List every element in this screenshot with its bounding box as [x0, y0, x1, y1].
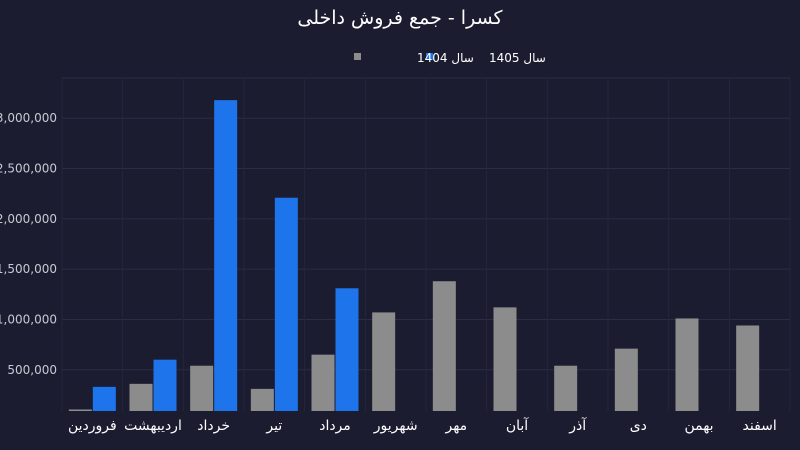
bar-1404 [554, 365, 578, 411]
x-tick-label: بهمن [684, 418, 713, 434]
bar-1404 [614, 348, 638, 411]
x-tick-label: دی [630, 418, 647, 434]
x-tick-label: مهر [444, 418, 467, 434]
legend-swatch [354, 53, 361, 60]
y-tick-label: 1,000,000 [0, 312, 57, 326]
y-tick-label: 2,000,000 [0, 212, 57, 226]
x-tick-label: خرداد [197, 418, 230, 434]
bar-1404 [372, 312, 396, 411]
x-tick-label: شهریور [373, 418, 418, 434]
bar-1404 [675, 318, 699, 411]
x-tick-label: آبان [506, 417, 529, 434]
bar-1404 [68, 409, 92, 411]
y-axis: 500,000 1,000,000 1,500,000 2,000,000 2,500,… [0, 111, 57, 377]
bar-1404 [432, 281, 456, 411]
bar-1404 [129, 383, 153, 411]
x-tick-label: تیر [265, 418, 282, 434]
legend-label: سال 1404 [417, 51, 474, 65]
grid-lines [61, 77, 791, 411]
bar-1404 [493, 307, 517, 411]
legend: سال 1405 سال 1404 [354, 51, 546, 65]
y-tick-label: 500,000 [7, 363, 57, 377]
y-tick-label: 2,500,000 [0, 162, 57, 176]
bar-1404 [736, 325, 760, 411]
legend-label: سال 1405 [489, 51, 546, 65]
y-tick-label: 3,000,000 [0, 111, 57, 125]
chart-title: کسرا - جمع فروش داخلی [297, 7, 503, 29]
y-tick-label: 1,500,000 [0, 262, 57, 276]
x-tick-label: مرداد [319, 418, 351, 434]
x-tick-label: آذر [568, 417, 587, 434]
x-axis: فروردین اردیبهشت خرداد تیر مرداد شهریور مهر آبا… [68, 417, 777, 434]
bar-1405 [92, 386, 116, 411]
x-tick-label: فروردین [68, 418, 117, 434]
bar-1405 [335, 288, 359, 411]
bar-1405 [274, 197, 298, 411]
bar-1404 [311, 354, 335, 411]
bar-1404 [250, 388, 274, 411]
bar-1405 [153, 359, 177, 411]
x-tick-label: اسفند [743, 418, 777, 434]
bar-1404 [190, 365, 214, 411]
x-tick-label: اردیبهشت [124, 418, 182, 434]
bar-1405 [214, 100, 238, 411]
legend-swatch [426, 53, 433, 60]
bars [68, 100, 760, 411]
